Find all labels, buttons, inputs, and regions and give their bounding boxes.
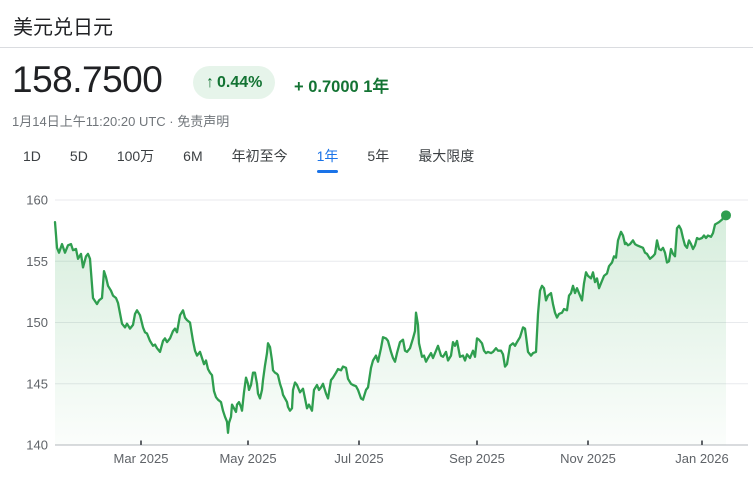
current-price-dot [721,210,731,221]
range-tab-1m[interactable]: 100万 [116,148,155,164]
x-tick-label: Sep 2025 [449,451,505,466]
range-tab-1d[interactable]: 1D [23,148,41,164]
change-period-label: 1年 [363,78,389,96]
price-line [53,214,728,434]
x-axis: Mar 2025 May 2025 Jul 2025 Sep 2025 Nov 2025… [114,440,729,466]
y-tick-label: 155 [26,254,48,269]
range-tab-1y[interactable]: 1年 [316,148,339,173]
x-tick-label: May 2025 [219,451,276,466]
range-tab-5d[interactable]: 5D [69,148,88,164]
x-tick-label: Mar 2025 [114,451,169,466]
range-tab-5y[interactable]: 5年 [367,148,390,164]
range-tab-ytd[interactable]: 年初至今 [231,148,288,164]
change-absolute-value: + 0.7000 [294,78,359,96]
disclaimer-link[interactable]: 免责声明 [177,114,230,129]
change-absolute: + 0.7000 1年 [294,73,389,97]
timestamp-separator: · [165,114,178,129]
x-tick-label: Jul 2025 [334,451,383,466]
y-tick-label: 160 [26,193,48,208]
price-chart[interactable]: 140 145 150 155 160 Mar 2025 May 2025 Jul 2025 S… [0,185,753,480]
up-arrow-icon: ↑ [206,73,214,91]
y-axis-labels: 140 145 150 155 160 [26,193,48,453]
quote-timestamp: 1月14日上午11:20:20 UTC · 免责声明 [12,111,229,130]
range-tab-6m[interactable]: 6M [183,148,203,164]
chart-canvas[interactable]: 140 145 150 155 160 Mar 2025 May 2025 Jul 2025 S… [0,185,753,480]
header-divider [0,47,753,48]
timestamp-text: 1月14日上午11:20:20 UTC [12,114,166,129]
y-tick-label: 150 [26,315,48,330]
area-fill [55,215,726,445]
y-tick-label: 140 [26,438,48,453]
x-tick-label: Jan 2026 [675,451,729,466]
range-tabs: 1D 5D 100万 6M 年初至今 1年 5年 最大限度 [23,146,475,173]
change-percent-badge: ↑ 0.44% [193,66,276,99]
price-value: 158.7500 [12,59,163,100]
range-tab-max[interactable]: 最大限度 [418,148,475,164]
change-percent-value: 0.44% [217,73,263,91]
y-tick-label: 145 [26,376,48,391]
x-tick-label: Nov 2025 [560,451,616,466]
page-title: 美元兑日元 [13,17,113,39]
